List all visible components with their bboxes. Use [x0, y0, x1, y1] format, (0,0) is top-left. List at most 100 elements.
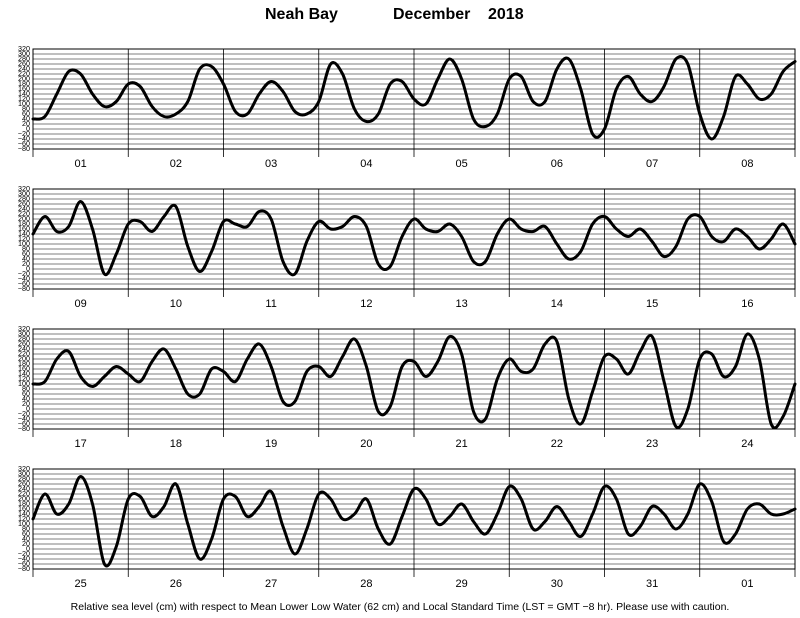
day-label: 18 [170, 438, 182, 450]
y-tick-label: 280 [18, 54, 30, 63]
y-tick-label: 320 [18, 44, 30, 53]
y-tick-label: −80 [18, 424, 30, 433]
y-tick-label: 120 [18, 234, 30, 243]
y-tick-label: 180 [18, 79, 30, 88]
day-label: 25 [75, 578, 87, 590]
y-tick-label: 60 [22, 529, 30, 538]
y-tick-label: 200 [18, 494, 30, 503]
page-title: Neah Bay December 2018 [0, 6, 800, 30]
y-tick-label: 120 [18, 374, 30, 383]
y-tick-label: 160 [18, 84, 30, 93]
footnote: Relative sea level (cm) with respect to … [70, 601, 730, 613]
y-tick-label: −60 [18, 279, 30, 288]
y-tick-label: 120 [18, 94, 30, 103]
y-tick-label: 100 [18, 239, 30, 248]
y-tick-label: 0 [26, 544, 30, 553]
title-location: Neah Bay [265, 6, 338, 23]
y-tick-label: 220 [18, 69, 30, 78]
y-tick-label: 20 [22, 399, 30, 408]
y-tick-label: 180 [18, 359, 30, 368]
y-tick-label: 320 [18, 464, 30, 473]
panel-frame [32, 188, 796, 290]
day-label: 20 [360, 438, 372, 450]
day-label: 21 [456, 438, 468, 450]
y-tick-label: 60 [22, 389, 30, 398]
day-label: 24 [741, 438, 753, 450]
day-label: 01 [741, 578, 753, 590]
y-tick-label: 20 [22, 259, 30, 268]
day-label: 10 [170, 298, 182, 310]
day-label: 14 [551, 298, 563, 310]
y-tick-label: 140 [18, 229, 30, 238]
y-tick-label: 40 [22, 254, 30, 263]
y-tick-label: 240 [18, 204, 30, 213]
y-tick-label: 180 [18, 499, 30, 508]
y-tick-label: −20 [18, 409, 30, 418]
y-tick-label: 280 [18, 334, 30, 343]
y-tick-label: 40 [22, 114, 30, 123]
y-tick-label: −40 [18, 274, 30, 283]
y-tick-label: 20 [22, 539, 30, 548]
panel-frame [32, 328, 796, 430]
y-tick-label: 80 [22, 244, 30, 253]
day-label: 29 [456, 578, 468, 590]
y-tick-label: −40 [18, 554, 30, 563]
day-label: 19 [265, 438, 277, 450]
y-tick-label: 240 [18, 484, 30, 493]
y-tick-label: 300 [18, 329, 30, 338]
day-label: 02 [170, 158, 182, 170]
y-tick-label: 300 [18, 189, 30, 198]
day-label: 08 [741, 158, 753, 170]
tide-curve [31, 332, 797, 430]
y-tick-label: 20 [22, 119, 30, 128]
day-label: 05 [456, 158, 468, 170]
day-label: 22 [551, 438, 563, 450]
y-tick-label: 320 [18, 324, 30, 333]
day-label: 28 [360, 578, 372, 590]
y-tick-label: 160 [18, 224, 30, 233]
y-tick-label: −80 [18, 564, 30, 573]
y-tick-label: 140 [18, 509, 30, 518]
day-label: 04 [360, 158, 372, 170]
y-tick-label: 280 [18, 194, 30, 203]
y-tick-label: 60 [22, 109, 30, 118]
day-label: 09 [75, 298, 87, 310]
y-tick-label: 260 [18, 339, 30, 348]
day-label: 13 [456, 298, 468, 310]
tide-panel: 3203002802602402202001801601401201008060… [18, 464, 797, 590]
day-label: 07 [646, 158, 658, 170]
y-tick-label: 240 [18, 344, 30, 353]
day-label: 01 [75, 158, 87, 170]
y-tick-label: 220 [18, 489, 30, 498]
y-tick-label: 120 [18, 514, 30, 523]
y-tick-label: 200 [18, 354, 30, 363]
title-year: 2018 [488, 6, 524, 23]
tide-curve [31, 200, 797, 277]
panel-frame [32, 48, 796, 150]
day-label: 03 [265, 158, 277, 170]
y-tick-label: −20 [18, 549, 30, 558]
y-tick-label: 200 [18, 214, 30, 223]
y-tick-label: 240 [18, 64, 30, 73]
y-tick-label: 100 [18, 519, 30, 528]
day-label: 27 [265, 578, 277, 590]
y-tick-label: −40 [18, 414, 30, 423]
y-tick-label: 220 [18, 349, 30, 358]
y-tick-label: 100 [18, 99, 30, 108]
y-tick-label: 280 [18, 474, 30, 483]
y-tick-label: −20 [18, 269, 30, 278]
day-label: 17 [75, 438, 87, 450]
tide-panel: 3203002802602402202001801601401201008060… [18, 44, 797, 170]
day-label: 16 [741, 298, 753, 310]
y-tick-label: 80 [22, 104, 30, 113]
y-tick-label: 200 [18, 74, 30, 83]
title-month: December [393, 6, 471, 23]
day-label: 26 [170, 578, 182, 590]
day-label: 06 [551, 158, 563, 170]
y-tick-label: 40 [22, 394, 30, 403]
day-label: 12 [360, 298, 372, 310]
y-tick-label: 180 [18, 219, 30, 228]
y-tick-label: −20 [18, 129, 30, 138]
y-tick-label: 260 [18, 199, 30, 208]
y-tick-label: −60 [18, 419, 30, 428]
